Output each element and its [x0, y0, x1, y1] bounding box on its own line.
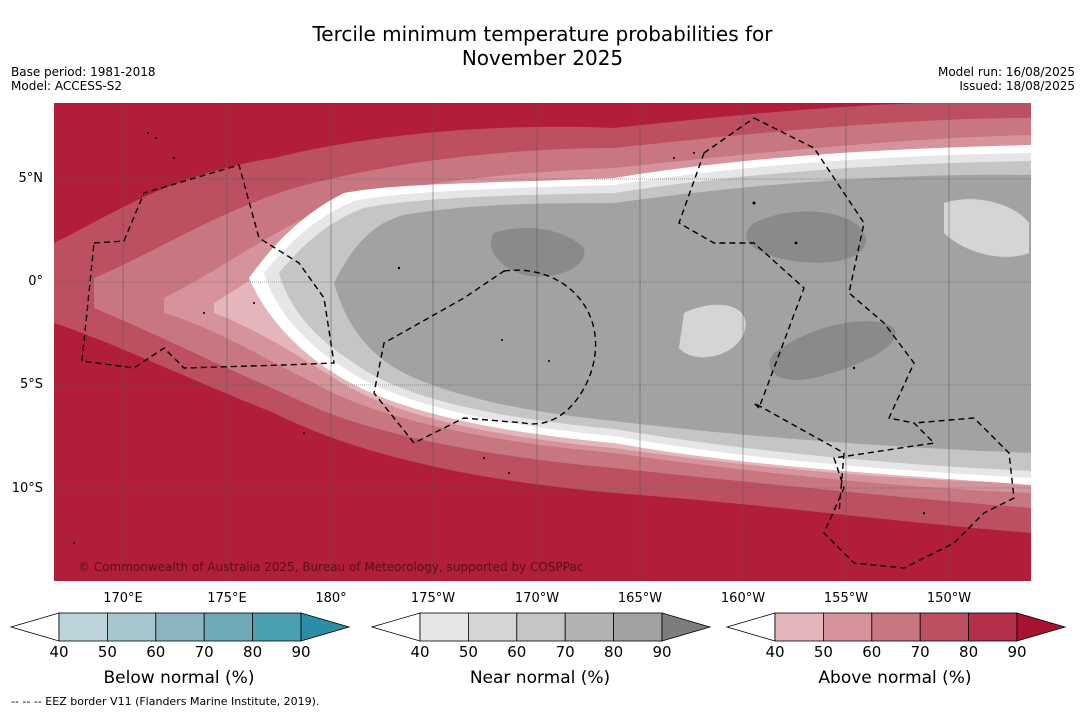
colorbar-segment	[968, 612, 1018, 642]
near-normal-80-blob-3	[490, 228, 585, 277]
near-normal-80-blob-2	[769, 321, 896, 381]
colorbar-segment	[564, 612, 615, 642]
colorbar-tick-label: 80	[243, 643, 263, 661]
colorbar-tick-label: 40	[49, 643, 69, 661]
lon-label-170w: 170°W	[514, 591, 560, 606]
near-normal-60-patch	[944, 199, 1029, 257]
colorbar-extend-low	[370, 612, 421, 642]
lat-label-5s: 5°S	[19, 377, 43, 392]
colorbar-tick-label: 60	[507, 643, 527, 661]
colorbar-tick-label: 90	[652, 643, 672, 661]
lon-gridlines	[122, 103, 950, 581]
colorbar-segment	[774, 612, 824, 642]
map-title: Tercile minimum temperature probabilitie…	[0, 22, 1085, 70]
lon-label-165w: 165°W	[617, 591, 663, 606]
colorbar-segment	[919, 612, 970, 642]
colorbar-tick-label: 90	[1007, 643, 1027, 661]
colorbar-tick-label: 50	[458, 643, 478, 661]
colorbar-tick-label: 70	[555, 643, 575, 661]
colorbar-extend-low	[725, 612, 776, 642]
colorbar-extend-high	[300, 612, 351, 642]
colorbar-near-normal	[370, 612, 712, 642]
colorbar-tick-label: 80	[604, 643, 624, 661]
colorbar-tick-label: 90	[291, 643, 311, 661]
colorbar-extend-high	[661, 612, 712, 642]
meta-left: Base period: 1981-2018 Model: ACCESS-S2	[11, 65, 156, 93]
colorbar-label-above: Above normal (%)	[818, 668, 972, 688]
colorbar-segment	[419, 612, 469, 642]
probability-map	[54, 103, 1031, 581]
lon-label-160w: 160°W	[720, 591, 766, 606]
model-name: Model: ACCESS-S2	[11, 79, 123, 93]
colorbar-segment	[516, 612, 566, 642]
colorbar-segment	[58, 612, 108, 642]
copyright-notice: © Commonwealth of Australia 2025, Bureau…	[78, 560, 584, 574]
lat-label-0: 0°	[28, 274, 43, 289]
issued-date: Issued: 18/08/2025	[959, 79, 1075, 93]
lat-gridlines	[54, 178, 1031, 489]
colorbar-segment	[823, 612, 873, 642]
colorbar-tick-label: 60	[862, 643, 882, 661]
lon-label-180: 180°	[315, 591, 347, 606]
near-normal-80-blob-1	[746, 211, 866, 263]
colorbar-label-near: Near normal (%)	[469, 668, 611, 688]
colorbar-below-normal	[9, 612, 351, 642]
colorbar-tick-label: 60	[146, 643, 166, 661]
map-svg	[54, 103, 1031, 581]
colorbar-tick-label: 50	[97, 643, 117, 661]
colorbar-segment	[252, 612, 302, 642]
colorbar-extend-low	[9, 612, 60, 642]
near-normal-60-patch-2	[679, 304, 746, 358]
colorbars-svg	[9, 612, 1067, 642]
colorbar-segment	[871, 612, 921, 642]
colorbar-segment	[613, 612, 663, 642]
colorbar-tick-label: 40	[410, 643, 430, 661]
islands	[73, 131, 926, 544]
lon-label-155w: 155°W	[823, 591, 869, 606]
lat-label-5n: 5°N	[18, 171, 44, 186]
lon-label-170e: 170°E	[103, 591, 143, 606]
lat-label-10s: 10°S	[11, 481, 43, 496]
model-run: Model run: 16/08/2025	[937, 65, 1075, 79]
title-line-1: Tercile minimum temperature probabilitie…	[312, 22, 773, 46]
lon-label-150w: 150°W	[926, 591, 972, 606]
colorbar-segment	[203, 612, 253, 642]
colorbar-above-normal	[725, 612, 1067, 642]
colorbar-segment	[107, 612, 157, 642]
colorbar-tick-label: 40	[765, 643, 785, 661]
colorbar-label-below: Below normal (%)	[103, 668, 255, 688]
lon-label-175w: 175°W	[410, 591, 456, 606]
title-line-2: November 2025	[461, 46, 624, 70]
colorbar-tick-label: 80	[959, 643, 979, 661]
meta-right: Model run: 16/08/2025 Issued: 18/08/2025	[938, 65, 1075, 93]
colorbar-tick-label: 70	[194, 643, 214, 661]
colorbar-extend-high	[1016, 612, 1067, 642]
colorbar-segment	[467, 612, 518, 642]
eez-borders	[81, 117, 1015, 569]
colorbar-tick-label: 50	[813, 643, 833, 661]
eez-legend-footer: -- -- -- EEZ border V11 (Flanders Marine…	[11, 695, 320, 708]
colorbar-segment	[155, 612, 205, 642]
colorbar-tick-label: 70	[910, 643, 930, 661]
lon-label-175e: 175°E	[207, 591, 247, 606]
base-period: Base period: 1981-2018	[11, 65, 156, 79]
